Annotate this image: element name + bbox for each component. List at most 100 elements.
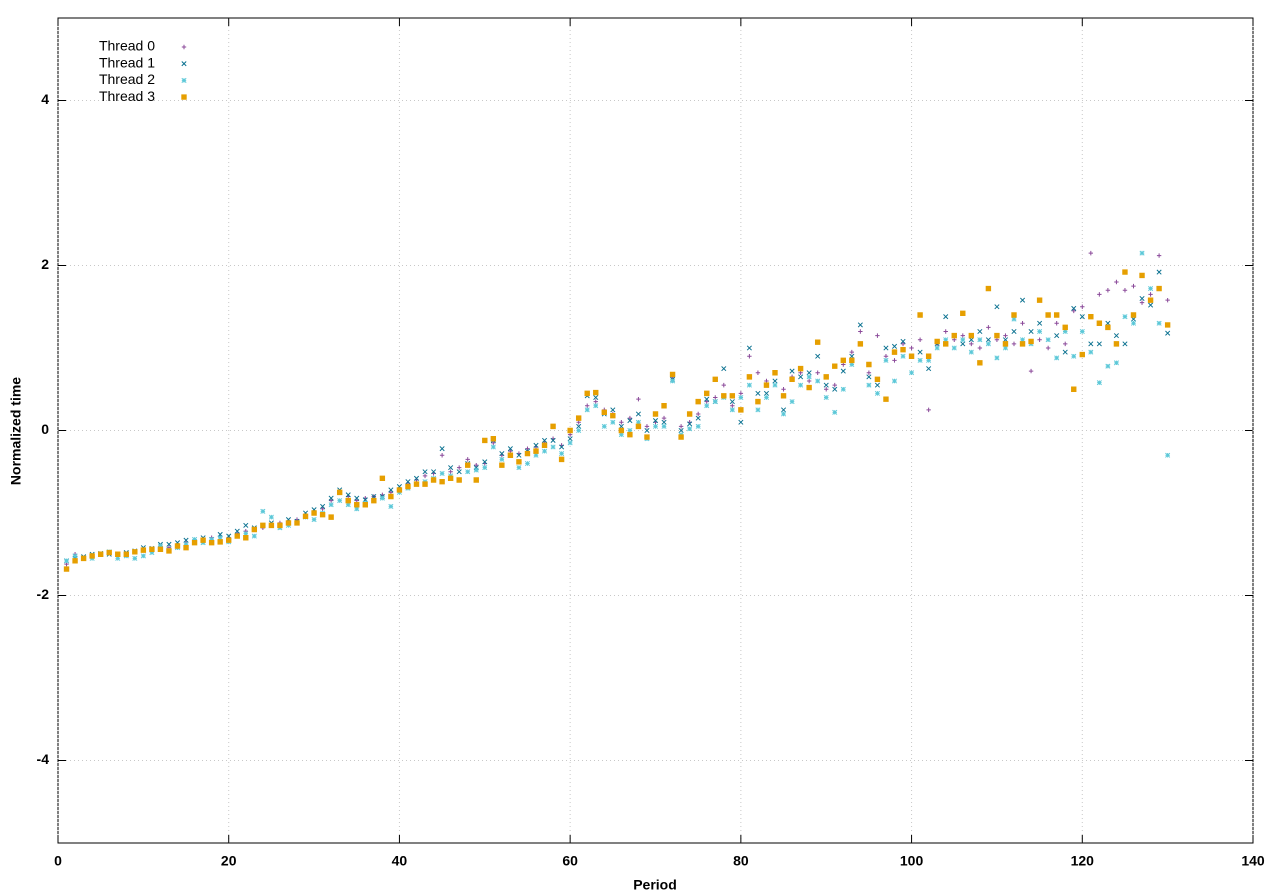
point [823, 382, 829, 388]
point [747, 354, 752, 359]
point [1054, 321, 1059, 326]
point [320, 503, 326, 509]
legend-marker [181, 77, 187, 83]
point [97, 551, 104, 557]
point [550, 444, 556, 450]
point [874, 376, 881, 383]
point [1113, 360, 1119, 366]
point [1036, 297, 1043, 303]
point [593, 399, 598, 404]
point [1139, 272, 1145, 279]
point [789, 368, 795, 374]
point [943, 329, 948, 334]
point [721, 366, 727, 372]
point [302, 513, 309, 519]
point [251, 526, 258, 533]
point [593, 389, 599, 396]
point [704, 403, 710, 409]
point [584, 390, 590, 397]
point [422, 469, 428, 475]
point [652, 411, 659, 417]
point [191, 540, 198, 546]
point [627, 431, 633, 438]
point [678, 427, 684, 434]
point [917, 337, 923, 342]
point [524, 450, 531, 457]
point [652, 418, 659, 424]
point [772, 378, 778, 384]
point [755, 370, 761, 375]
point [541, 448, 548, 454]
point [72, 558, 78, 564]
x-tick-label: 40 [392, 853, 408, 869]
point [704, 390, 710, 397]
point [746, 382, 752, 388]
point [908, 353, 915, 359]
point [874, 382, 880, 388]
point [943, 341, 949, 347]
point [379, 495, 385, 501]
point [1071, 308, 1076, 314]
point [763, 382, 770, 388]
point [447, 475, 454, 482]
point [243, 535, 249, 541]
point [1122, 269, 1128, 275]
point [644, 424, 650, 429]
point [670, 378, 676, 384]
point [482, 465, 488, 471]
point [1079, 314, 1085, 320]
point [977, 360, 983, 366]
point [354, 502, 360, 508]
point [695, 415, 701, 421]
point [909, 370, 915, 376]
point [593, 403, 599, 409]
point [857, 322, 863, 328]
point [943, 337, 949, 343]
x-tick-label: 80 [733, 853, 749, 869]
point [525, 446, 530, 451]
point [627, 418, 633, 424]
point [465, 462, 471, 468]
point [1096, 341, 1102, 347]
point [840, 386, 846, 392]
point [541, 442, 548, 449]
point [533, 448, 539, 454]
point [619, 420, 624, 425]
point [251, 533, 257, 539]
point [738, 391, 744, 396]
x-axis-label: Period [633, 877, 677, 893]
point [994, 332, 1000, 339]
point [985, 341, 991, 347]
point [849, 357, 855, 364]
point [1096, 320, 1103, 326]
point [507, 452, 514, 458]
point [798, 374, 804, 380]
point [89, 553, 95, 559]
point [1156, 320, 1162, 326]
point [1113, 341, 1120, 347]
point [268, 514, 274, 520]
point [558, 456, 565, 463]
point [721, 382, 726, 388]
point [1002, 345, 1009, 351]
point [422, 481, 428, 487]
point [789, 399, 795, 405]
point [704, 396, 710, 402]
legend-marker [181, 94, 187, 100]
point [652, 423, 659, 429]
x-tick-label: 120 [1071, 853, 1095, 869]
point [883, 357, 889, 363]
point [968, 332, 975, 339]
point [797, 365, 804, 372]
point [840, 368, 846, 374]
point [550, 437, 556, 443]
point [644, 427, 650, 434]
point [1062, 328, 1068, 335]
point [72, 553, 78, 559]
point [1164, 322, 1171, 328]
point [814, 339, 821, 345]
point [499, 462, 505, 468]
point [388, 493, 394, 500]
point [473, 467, 479, 473]
point [763, 394, 770, 401]
